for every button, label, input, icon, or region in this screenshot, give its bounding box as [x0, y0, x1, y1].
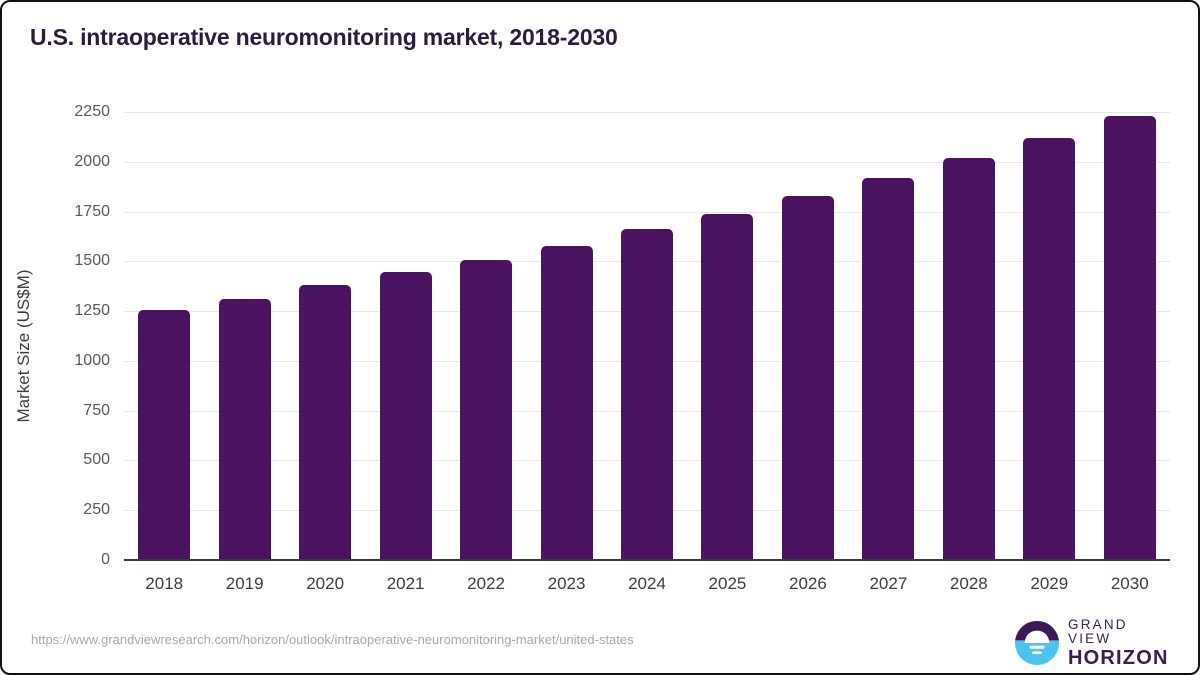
- x-tick-label: 2018: [145, 574, 184, 593]
- x-tick-label: 2019: [225, 574, 264, 593]
- page-title: U.S. intraoperative neuromonitoring mark…: [30, 24, 618, 50]
- x-tick-label: 2026: [789, 574, 827, 593]
- x-tick-label: 2025: [708, 574, 747, 593]
- bar[interactable]: [781, 196, 834, 560]
- y-tick-label: 0: [101, 551, 110, 568]
- y-tick-label: 1500: [74, 252, 110, 270]
- x-tick-label: 2024: [628, 574, 666, 593]
- brand-name-line2: HORIZON: [1068, 647, 1169, 669]
- y-tick-label: 2000: [74, 152, 110, 170]
- x-tick-label: 2021: [386, 574, 425, 593]
- bar[interactable]: [138, 310, 191, 560]
- x-tick-label: 2022: [467, 574, 505, 593]
- bar-series: [124, 112, 1170, 560]
- brand-logo-text: GRAND VIEW HORIZON: [1068, 618, 1175, 668]
- horizon-circle-icon: [1015, 621, 1059, 665]
- y-tick-label: 2250: [74, 103, 110, 120]
- brand-name-line1: GRAND VIEW: [1068, 617, 1128, 646]
- plot-area: [124, 112, 1170, 560]
- source-url[interactable]: https://www.grandviewresearch.com/horizo…: [31, 632, 634, 647]
- gridline: [124, 211, 1170, 213]
- y-tick-label: 1000: [74, 351, 110, 369]
- x-tick-label: 2030: [1110, 574, 1149, 593]
- x-axis-line: [124, 559, 1170, 561]
- gridline: [124, 112, 1170, 113]
- x-tick-label: 2027: [869, 574, 908, 593]
- x-tick-label: 2023: [547, 574, 586, 593]
- bar[interactable]: [942, 158, 995, 560]
- gridline: [124, 161, 1170, 163]
- y-tick-label: 750: [83, 401, 110, 419]
- bar[interactable]: [701, 213, 754, 560]
- bar[interactable]: [1103, 115, 1156, 560]
- bar[interactable]: [460, 260, 513, 560]
- y-tick-label: 500: [83, 451, 110, 469]
- bar[interactable]: [540, 245, 593, 560]
- x-tick-label: 2028: [949, 574, 988, 593]
- bar[interactable]: [621, 229, 673, 560]
- y-tick-label: 1750: [74, 202, 110, 220]
- y-tick-label: 1250: [74, 302, 110, 320]
- brand-logo: GRAND VIEW HORIZON: [1015, 618, 1175, 668]
- bar[interactable]: [1023, 137, 1076, 560]
- bar[interactable]: [862, 177, 915, 560]
- x-tick-label: 2029: [1030, 574, 1069, 593]
- bar[interactable]: [379, 272, 432, 560]
- bar[interactable]: [299, 285, 352, 560]
- bar[interactable]: [218, 299, 271, 560]
- y-tick-label: 250: [83, 501, 110, 519]
- x-tick-label: 2020: [306, 574, 345, 593]
